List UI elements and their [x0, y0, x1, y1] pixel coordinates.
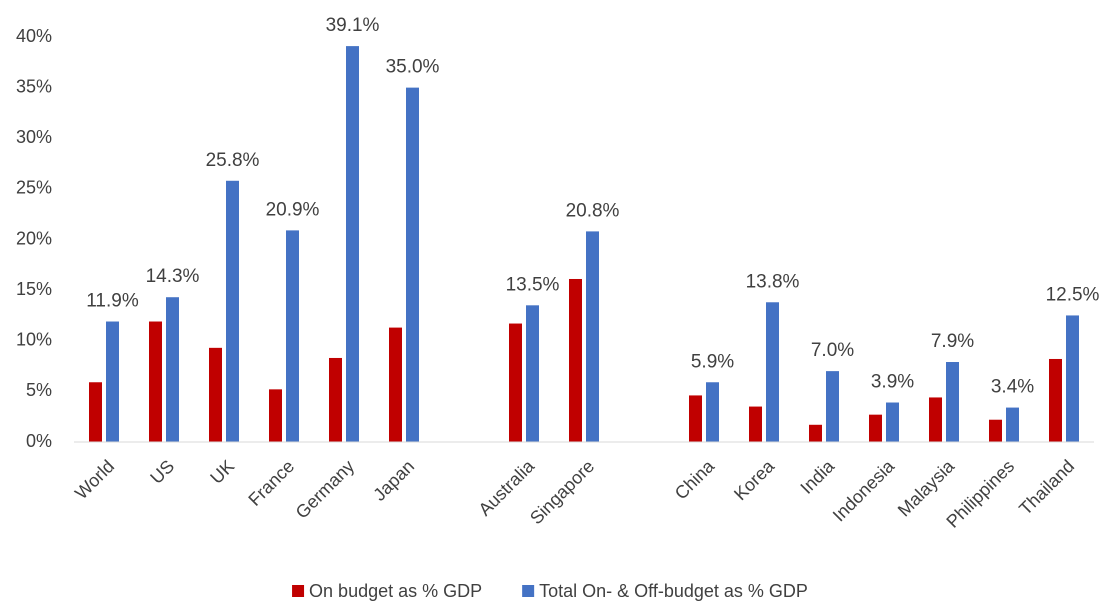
- bar: [346, 46, 359, 443]
- x-tick-label: US: [146, 456, 178, 488]
- bar: [886, 402, 899, 442]
- bar: [929, 397, 942, 442]
- value-label: 7.9%: [931, 331, 974, 352]
- x-tick-label: Indonesia: [829, 455, 899, 525]
- legend-swatch: [522, 585, 535, 597]
- y-tick-label: 15%: [16, 279, 52, 299]
- value-label: 20.8%: [566, 200, 620, 221]
- bar: [749, 406, 762, 442]
- y-tick-label: 5%: [26, 380, 52, 400]
- value-label: 13.8%: [746, 271, 800, 292]
- y-tick-label: 20%: [16, 228, 52, 248]
- bar: [1006, 407, 1019, 442]
- x-tick-label: China: [671, 455, 719, 503]
- value-label: 14.3%: [146, 266, 200, 287]
- value-label: 7.0%: [811, 340, 854, 361]
- value-label: 3.4%: [991, 377, 1034, 398]
- bar: [286, 230, 299, 442]
- value-label: 35.0%: [386, 57, 440, 78]
- bar: [1049, 358, 1062, 442]
- bar: [706, 382, 719, 442]
- x-tick-label: Japan: [369, 456, 418, 505]
- x-tick-label: Singapore: [526, 456, 598, 528]
- y-tick-label: 40%: [16, 26, 52, 46]
- y-tick-label: 30%: [16, 127, 52, 147]
- bar: [406, 87, 419, 442]
- value-label: 11.9%: [86, 291, 139, 312]
- bar: [269, 389, 282, 442]
- bar: [509, 323, 522, 442]
- x-tick-label: UK: [206, 456, 238, 488]
- bar: [569, 278, 582, 442]
- bar: [106, 321, 119, 442]
- bar: [946, 362, 959, 442]
- legend-swatch: [292, 585, 305, 597]
- value-label: 39.1%: [326, 15, 380, 36]
- x-tick-label: India: [796, 455, 838, 497]
- value-label: 13.5%: [506, 274, 560, 295]
- y-tick-label: 25%: [16, 178, 52, 198]
- bar: [586, 231, 599, 442]
- y-tick-label: 0%: [26, 431, 52, 451]
- bar: [209, 347, 222, 442]
- bar: [166, 297, 179, 442]
- bar: [389, 327, 402, 442]
- bar: [766, 302, 779, 442]
- legend-label: Total On- & Off-budget as % GDP: [539, 581, 808, 601]
- bar: [329, 357, 342, 442]
- bar: [226, 180, 239, 442]
- bar: [689, 395, 702, 442]
- x-tick-label: France: [244, 456, 298, 510]
- x-tick-label: Korea: [730, 455, 779, 504]
- x-tick-label: Germany: [292, 456, 358, 522]
- bar: [1066, 315, 1079, 442]
- value-label: 25.8%: [206, 150, 260, 171]
- bar: [809, 424, 822, 442]
- bar: [149, 321, 162, 442]
- value-label: 3.9%: [871, 372, 914, 393]
- bar: [989, 419, 1002, 442]
- bar: [826, 371, 839, 442]
- value-label: 12.5%: [1046, 284, 1100, 305]
- x-tick-label: Thailand: [1015, 456, 1078, 519]
- y-tick-label: 10%: [16, 330, 52, 350]
- y-tick-label: 35%: [16, 76, 52, 96]
- bar: [526, 305, 539, 442]
- legend-label: On budget as % GDP: [309, 581, 482, 601]
- bar: [869, 414, 882, 442]
- value-label: 5.9%: [691, 351, 734, 372]
- value-label: 20.9%: [266, 199, 320, 220]
- bar: [89, 382, 102, 442]
- x-tick-label: World: [71, 456, 118, 503]
